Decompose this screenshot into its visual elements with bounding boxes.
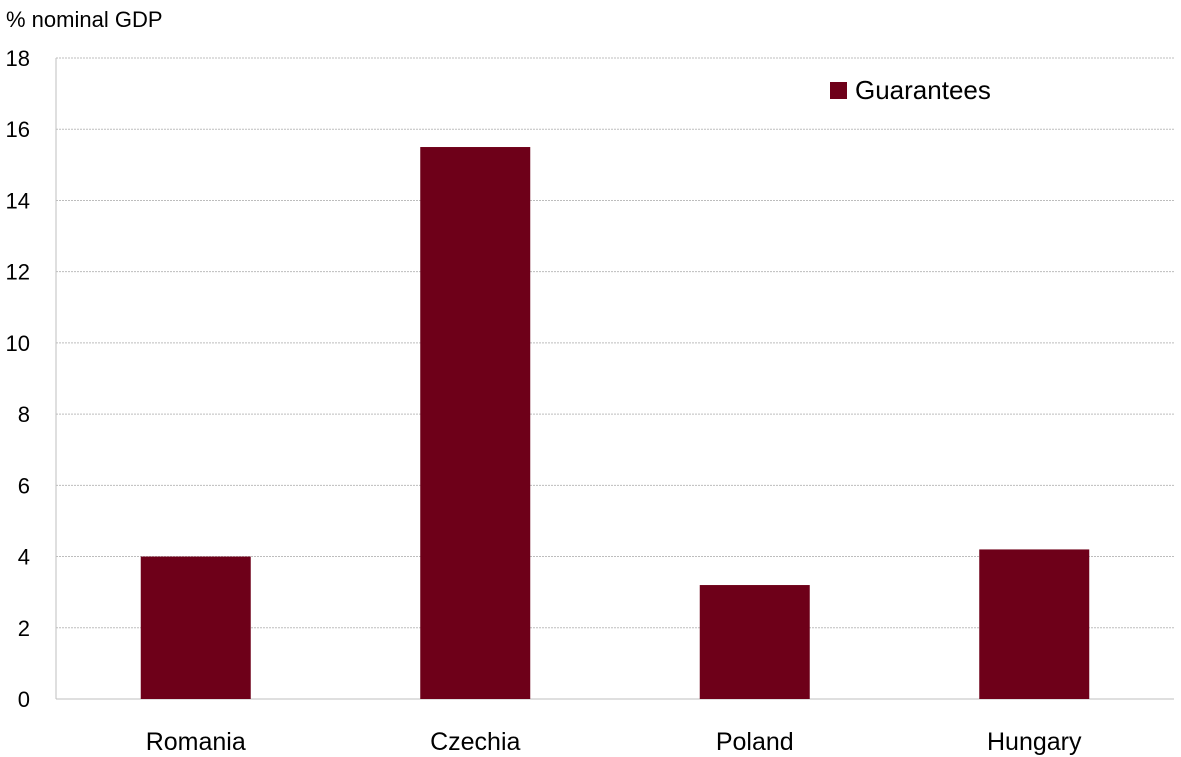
bar-czechia xyxy=(420,147,531,699)
bar-romania xyxy=(140,556,251,699)
y-tick-label: 2 xyxy=(18,616,30,641)
bar-hungary xyxy=(979,549,1090,699)
y-axis-ticks: 0 2 4 6 8 10 12 14 16 18 xyxy=(6,46,30,712)
legend-swatch xyxy=(830,82,847,99)
x-tick-label: Hungary xyxy=(987,728,1082,756)
y-axis-label: % nominal GDP xyxy=(6,7,163,32)
x-tick-label: Romania xyxy=(146,728,246,756)
legend: Guarantees xyxy=(830,75,991,105)
x-tick-label: Czechia xyxy=(430,728,520,756)
y-tick-label: 16 xyxy=(6,117,30,142)
y-tick-label: 18 xyxy=(6,46,30,71)
y-tick-label: 4 xyxy=(18,545,30,570)
bars xyxy=(140,147,1090,699)
x-axis-categories: Romania Czechia Poland Hungary xyxy=(146,728,1082,756)
y-tick-label: 8 xyxy=(18,402,30,427)
y-tick-label: 12 xyxy=(6,260,30,285)
y-tick-label: 6 xyxy=(18,473,30,498)
y-tick-label: 10 xyxy=(6,331,30,356)
bar-poland xyxy=(699,585,810,699)
legend-label: Guarantees xyxy=(855,75,991,105)
y-tick-label: 0 xyxy=(18,687,30,712)
x-tick-label: Poland xyxy=(716,728,794,756)
y-tick-label: 14 xyxy=(6,188,30,213)
